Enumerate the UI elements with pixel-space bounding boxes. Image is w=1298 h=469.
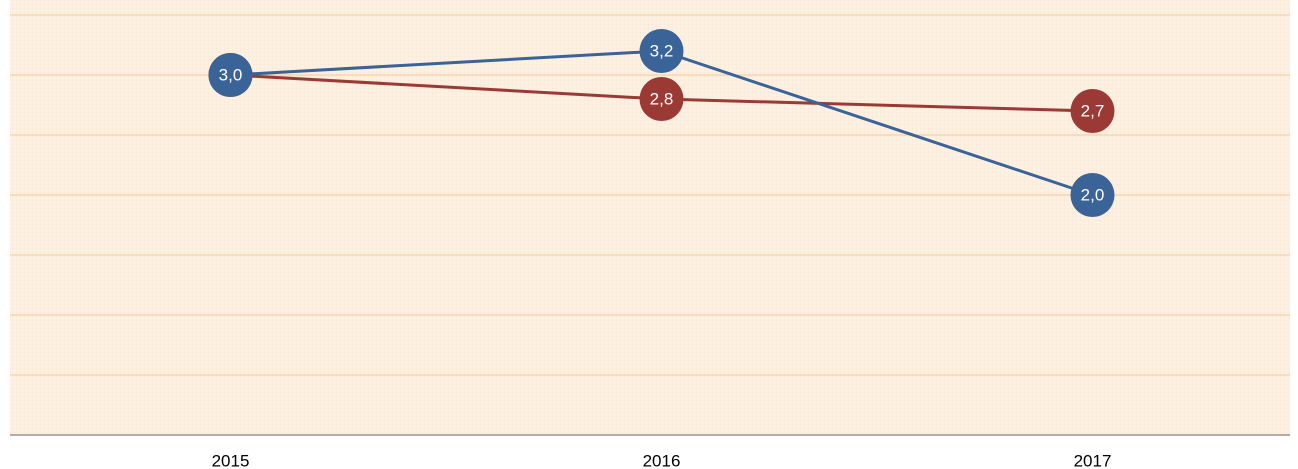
data-point: [639, 77, 684, 121]
x-tick-label: 2015: [212, 451, 250, 469]
data-label: 2,8: [650, 89, 674, 108]
data-label: 2,7: [1081, 101, 1105, 120]
data-label: 3,2: [650, 41, 674, 60]
data-point: [1070, 89, 1115, 133]
x-tick-label: 2017: [1074, 451, 1112, 469]
data-point: [208, 53, 253, 97]
x-tick-label: 2016: [643, 451, 681, 469]
data-point: [639, 29, 684, 73]
data-point: [1070, 173, 1115, 217]
data-label: 2,0: [1081, 185, 1105, 204]
data-label: 3,0: [219, 65, 243, 84]
